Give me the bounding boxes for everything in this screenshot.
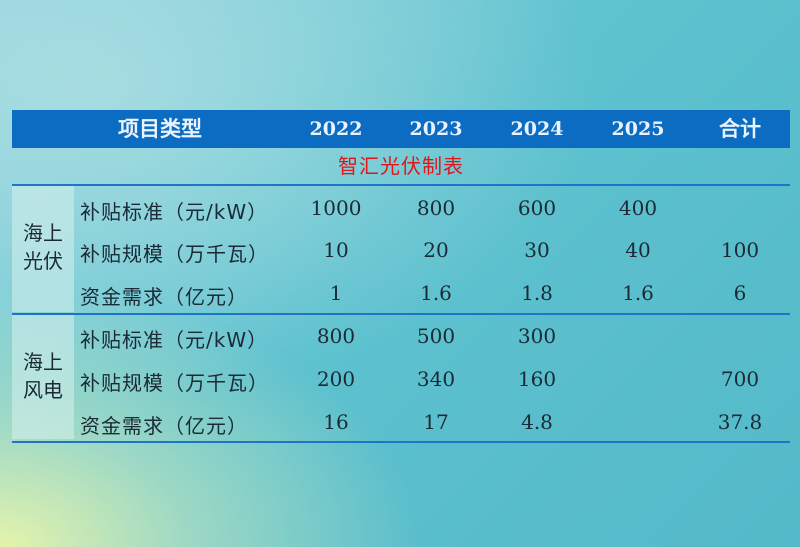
cell-wind-funding-2024: 4.8 — [521, 410, 553, 434]
group-label-wind: 海上 风电 — [12, 348, 74, 404]
table-title: 智汇光伏制表 — [12, 148, 790, 186]
cell-pv-scale-2023: 20 — [423, 238, 449, 262]
row-label-pv-scale: 补贴规模（万千瓦） — [80, 242, 269, 266]
header-year-2025: 2025 — [611, 118, 665, 140]
cell-wind-scale-2024: 160 — [517, 367, 557, 391]
cell-wind-funding-2022: 16 — [323, 410, 349, 434]
group-label-bg-pv — [12, 186, 74, 312]
cell-pv-standard-2022: 1000 — [310, 196, 362, 220]
header-year-2023: 2023 — [409, 118, 463, 140]
cell-pv-standard-2024: 600 — [517, 196, 557, 220]
table-bottom-rule — [12, 441, 790, 443]
cell-wind-funding-total: 37.8 — [717, 410, 763, 434]
cell-pv-scale-2024: 30 — [524, 238, 550, 262]
header-year-2022: 2022 — [309, 118, 363, 140]
cell-pv-funding-2025: 1.6 — [622, 281, 654, 305]
cell-wind-scale-2022: 200 — [316, 367, 356, 391]
row-label-wind-funding: 资金需求（亿元） — [80, 414, 248, 438]
cell-wind-scale-2023: 340 — [416, 367, 456, 391]
cell-pv-funding-total: 6 — [733, 281, 747, 305]
group-label-bg-wind — [12, 315, 74, 439]
cell-wind-standard-2022: 800 — [316, 324, 356, 348]
cell-wind-standard-2024: 300 — [517, 324, 557, 348]
cell-pv-standard-2023: 800 — [416, 196, 456, 220]
cell-pv-scale-total: 100 — [720, 238, 760, 262]
group-label-pv: 海上 光伏 — [12, 219, 74, 275]
cell-pv-funding-2023: 1.6 — [420, 281, 452, 305]
group-label-wind-line1: 海上 — [23, 350, 63, 374]
row-label-pv-funding: 资金需求（亿元） — [80, 285, 248, 309]
cell-pv-standard-2025: 400 — [618, 196, 658, 220]
cell-pv-funding-2022: 1 — [329, 281, 343, 305]
group-label-wind-line2: 风电 — [23, 378, 63, 402]
group-label-pv-line2: 光伏 — [23, 249, 63, 273]
cell-wind-standard-2023: 500 — [416, 324, 456, 348]
cell-pv-scale-2025: 40 — [625, 238, 651, 262]
cell-wind-scale-total: 700 — [720, 367, 760, 391]
header-item-type: 项目类型 — [118, 117, 202, 141]
cell-pv-scale-2022: 10 — [323, 238, 349, 262]
cell-wind-funding-2023: 17 — [423, 410, 449, 434]
table-header — [12, 110, 790, 148]
header-year-2024: 2024 — [510, 118, 564, 140]
group-separator — [12, 313, 790, 315]
cell-pv-funding-2024: 1.8 — [521, 281, 553, 305]
group-label-pv-line1: 海上 — [23, 221, 63, 245]
row-label-pv-standard: 补贴标准（元/kW） — [80, 200, 269, 224]
header-total: 合计 — [719, 117, 761, 141]
row-label-wind-standard: 补贴标准（元/kW） — [80, 328, 269, 352]
row-label-wind-scale: 补贴规模（万千瓦） — [80, 371, 269, 395]
